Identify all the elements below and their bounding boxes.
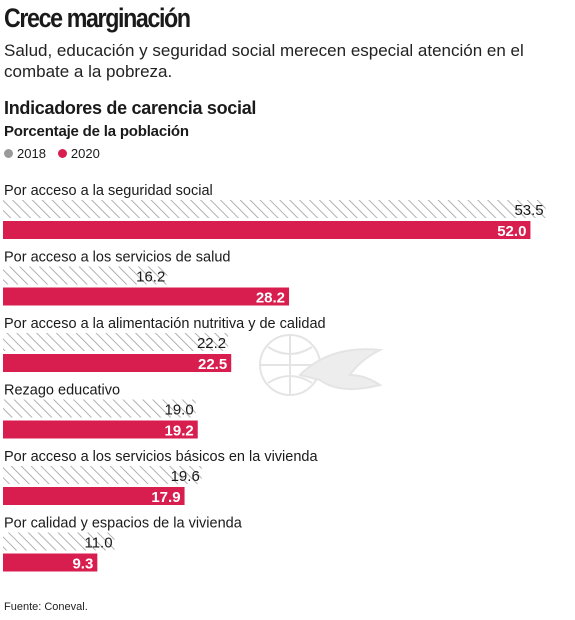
value-label-2018: 53.5 xyxy=(514,202,543,219)
value-label-2020: 17.9 xyxy=(151,489,180,506)
value-label-2018: 19.0 xyxy=(165,402,194,419)
source-note: Fuente: Coneval. xyxy=(4,601,88,613)
value-label-2020: 9.3 xyxy=(72,556,93,573)
value-label-2020: 52.0 xyxy=(497,223,526,240)
legend-dot-2018-icon xyxy=(4,149,13,158)
bar-2018 xyxy=(3,333,229,351)
category-label: Por acceso a la seguridad social xyxy=(4,183,213,199)
category-label: Rezago educativo xyxy=(4,383,120,399)
bar-2018 xyxy=(3,200,546,218)
legend-label-2020: 2020 xyxy=(70,146,100,161)
bar-2020 xyxy=(3,553,98,572)
headline-subtitle: Salud, educación y seguridad social mere… xyxy=(4,41,524,81)
chart-title: Indicadores de carencia social xyxy=(4,98,257,118)
bar-2018 xyxy=(3,466,202,484)
category-label: Por acceso a la alimentación nutritiva y… xyxy=(4,316,326,332)
legend-item-2020: 2020 xyxy=(57,146,100,161)
bar-2020 xyxy=(3,221,531,239)
chart-legend: 2018 2020 xyxy=(4,146,100,161)
value-label-2020: 19.2 xyxy=(165,423,194,440)
value-label-2020: 28.2 xyxy=(256,290,285,307)
legend-label-2018: 2018 xyxy=(17,146,46,161)
value-label-2018: 16.2 xyxy=(136,269,165,286)
bar-2018 xyxy=(3,266,168,285)
legend-dot-2020-icon xyxy=(57,149,67,158)
bar-2018 xyxy=(3,532,115,551)
value-label-2018: 11.0 xyxy=(84,535,112,552)
bar-2020 xyxy=(3,487,185,505)
bar-2020 xyxy=(3,420,198,439)
bar-2020 xyxy=(3,287,290,306)
value-label-2020: 22.5 xyxy=(198,356,227,373)
value-label-2018: 22.2 xyxy=(197,335,226,352)
eagle-watermark-icon xyxy=(259,334,384,396)
value-label-2018: 19.6 xyxy=(171,468,200,485)
category-label: Por acceso a los servicios básicos en la… xyxy=(4,449,318,465)
category-label: Por acceso a los servicios de salud xyxy=(4,250,230,266)
legend-item-2018: 2018 xyxy=(4,146,46,161)
chart-subtitle: Porcentaje de la población xyxy=(4,123,189,140)
headline: Crece marginación xyxy=(4,3,191,33)
category-label: Por calidad y espacios de la vivienda xyxy=(4,516,243,532)
bar-2020 xyxy=(3,354,232,372)
bar-2018 xyxy=(3,399,196,418)
